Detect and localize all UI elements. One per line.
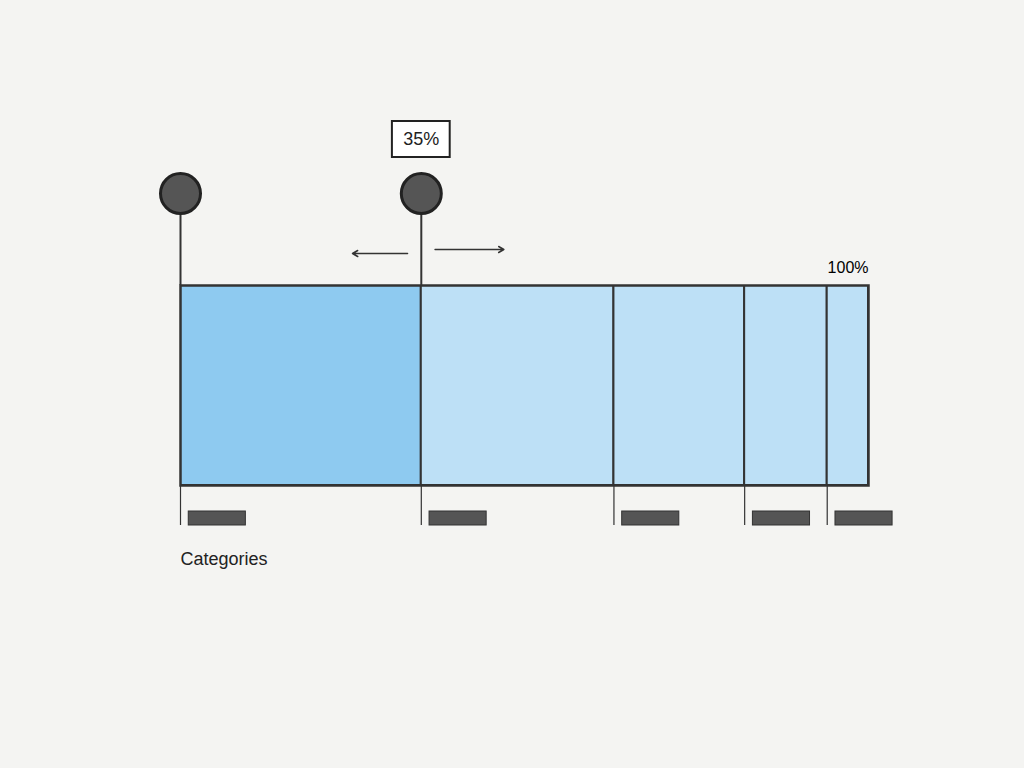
svg-text:100%: 100% <box>828 259 869 276</box>
svg-text:Categories: Categories <box>181 549 268 569</box>
svg-text:35%: 35% <box>403 129 439 149</box>
